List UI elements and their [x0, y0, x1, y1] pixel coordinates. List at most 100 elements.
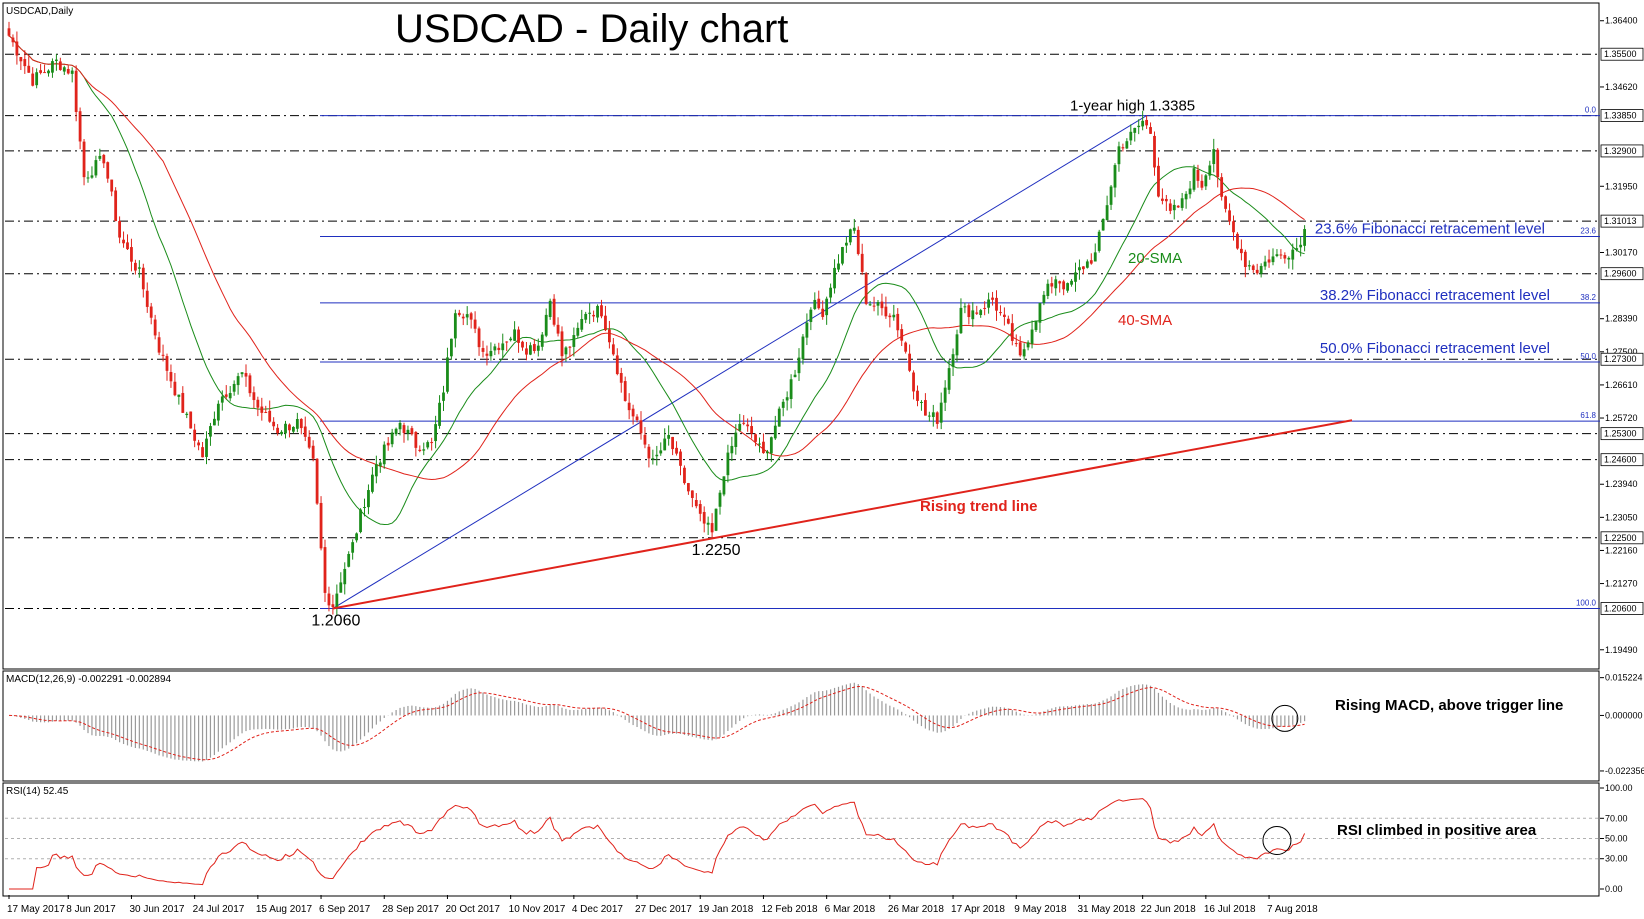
- candle-body: [611, 344, 615, 355]
- candle-body: [1137, 125, 1141, 128]
- candle-body: [228, 393, 232, 399]
- x-tick-label: 28 Sep 2017: [382, 904, 439, 915]
- candle-body: [489, 350, 493, 357]
- rsi-label: RSI(14) 52.45: [6, 786, 69, 797]
- candle-body: [706, 522, 710, 525]
- candle-body: [378, 462, 382, 467]
- macd-label: MACD(12,26,9) -0.002291 -0.002894: [6, 674, 172, 685]
- candle-body: [82, 141, 86, 178]
- candle-body: [1133, 127, 1137, 133]
- candle-body: [789, 379, 793, 399]
- rsi-y-tick-label: 100.00: [1605, 783, 1633, 793]
- x-tick-label: 20 Oct 2017: [445, 904, 500, 915]
- candle-body: [165, 356, 169, 371]
- x-tick-label: 24 Jul 2017: [193, 904, 245, 915]
- candle-body: [149, 306, 153, 318]
- candle-body: [588, 312, 592, 314]
- macd-y-tick-label: 0.000000: [1605, 710, 1643, 720]
- rsi-y-tick-label: 0.00: [1605, 884, 1623, 894]
- candle-body: [1176, 205, 1180, 208]
- candle-body: [1058, 281, 1062, 284]
- price-level-box: [1600, 109, 1644, 122]
- fib-ratio-label: 0.0: [1585, 106, 1597, 115]
- candle-body: [845, 242, 848, 246]
- candle-body: [900, 329, 904, 341]
- rsi-y-tick-label: 30.00: [1605, 854, 1628, 864]
- candle-body: [284, 423, 287, 434]
- candle-body: [426, 442, 430, 448]
- x-tick-label: 22 Jun 2018: [1141, 904, 1196, 915]
- price-level-label: 1.24600: [1604, 455, 1637, 465]
- candle-body: [880, 301, 884, 309]
- candle-body: [1295, 248, 1299, 250]
- candle-body: [1125, 141, 1129, 149]
- candle-body: [1018, 342, 1022, 356]
- candle-body: [971, 310, 975, 320]
- fib-ratio-label: 38.2: [1580, 293, 1596, 302]
- candle-body: [615, 355, 619, 375]
- candle-body: [817, 298, 821, 309]
- candle-body: [1014, 343, 1018, 345]
- swing-low-1-2060-annotation: 1.2060: [311, 612, 360, 629]
- candle-body: [256, 399, 260, 408]
- candle-body: [161, 354, 165, 356]
- candle-body: [137, 267, 141, 269]
- candle-body: [793, 374, 797, 378]
- candle-body: [394, 428, 398, 435]
- candle-body: [983, 307, 987, 309]
- candle-body: [619, 372, 623, 383]
- candle-body: [1255, 269, 1259, 274]
- candle-body: [382, 444, 386, 465]
- candle-body: [55, 59, 58, 61]
- candle-body: [303, 426, 307, 437]
- x-tick-label: 6 Mar 2018: [825, 904, 876, 915]
- x-tick-label: 19 Jan 2018: [698, 904, 753, 915]
- rsi-y-tick-label: 50.00: [1605, 834, 1628, 844]
- candle-body: [1263, 261, 1267, 267]
- candle-body: [1101, 218, 1105, 231]
- macd-highlight-circle: [1271, 704, 1299, 732]
- candle-body: [1299, 244, 1303, 248]
- candle-body: [1188, 188, 1192, 195]
- trendline-label: Rising trend line: [920, 498, 1038, 515]
- candle-body: [1172, 204, 1176, 211]
- candle-body: [955, 334, 959, 356]
- x-tick-label: 10 Nov 2017: [509, 904, 566, 915]
- candle-body: [288, 424, 291, 431]
- candle-body: [1271, 256, 1275, 263]
- candle-body: [493, 346, 497, 351]
- candle-body: [193, 429, 197, 441]
- sma-line-20: [8, 35, 1305, 526]
- candle-body: [1105, 205, 1109, 221]
- x-tick-label: 31 May 2018: [1077, 904, 1135, 915]
- candle-body: [410, 428, 414, 435]
- candle-body: [525, 348, 528, 355]
- candle-body: [224, 394, 228, 397]
- candle-body: [829, 287, 832, 298]
- y-tick-label: 1.26610: [1605, 380, 1638, 390]
- candle-body: [1050, 283, 1054, 287]
- macd-panel: 0.015224 0.000000 -0.022356: [8, 673, 1644, 776]
- macd-signal-line: [8, 686, 1305, 761]
- candle-body: [631, 408, 635, 417]
- y-tick-label: 1.19490: [1605, 645, 1638, 655]
- candle-body: [473, 319, 477, 329]
- x-tick-label: 9 May 2018: [1014, 904, 1067, 915]
- price-level-label: 1.32900: [1604, 146, 1637, 156]
- candle-body: [951, 354, 955, 367]
- candle-body: [130, 247, 133, 262]
- candle-body: [860, 253, 864, 272]
- candle-body: [343, 568, 347, 585]
- candle-body: [548, 300, 552, 318]
- x-tick-label: 15 Aug 2017: [256, 904, 313, 915]
- candle-body: [477, 328, 481, 348]
- candle-body: [655, 454, 659, 457]
- candle-body: [339, 582, 343, 593]
- candle-body: [892, 314, 896, 318]
- macd-y-tick-label: -0.022356: [1605, 766, 1644, 776]
- candle-body: [31, 73, 35, 86]
- candle-body: [1212, 149, 1216, 165]
- candle-body: [205, 438, 208, 457]
- candle-body: [884, 306, 888, 317]
- candle-body: [675, 447, 678, 454]
